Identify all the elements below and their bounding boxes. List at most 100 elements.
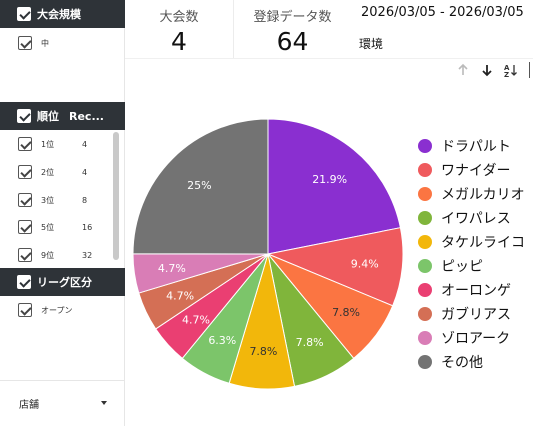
header-divider xyxy=(125,58,533,59)
pie-slice-label: 9.4% xyxy=(351,258,379,271)
legend-item[interactable]: ピッピ xyxy=(418,254,525,278)
pie-slice-label: 21.9% xyxy=(312,173,347,186)
legend-item[interactable]: ゾロアーク xyxy=(418,326,525,350)
legend-label: オーロンゲ xyxy=(441,283,511,299)
kpi-label: 登録データ数 xyxy=(253,10,332,25)
legend-swatch xyxy=(418,211,432,225)
legend-swatch xyxy=(418,331,432,345)
legend-item[interactable]: ガブリアス xyxy=(418,302,525,326)
arrow-up-icon[interactable] xyxy=(456,62,470,78)
legend-item[interactable]: ワナイダー xyxy=(418,158,525,182)
filter-option-label: 5位 xyxy=(41,222,55,232)
filter-option-row[interactable]: 9位 32 xyxy=(0,241,112,269)
select-all-checkbox[interactable] xyxy=(17,275,31,289)
filter-option-row[interactable]: 3位 8 xyxy=(0,186,112,214)
filter-option-label: 2位 xyxy=(41,167,55,177)
filter-title: 順位 xyxy=(37,110,59,123)
legend-label: ワナイダー xyxy=(441,163,511,179)
pie-slice-label: 4.7% xyxy=(166,289,194,302)
sort-az-icon[interactable]: A Z xyxy=(503,62,519,78)
legend-swatch xyxy=(418,139,432,153)
filter-option-count: 4 xyxy=(82,167,88,177)
legend-item[interactable]: その他 xyxy=(418,350,525,374)
filter-option-count: 4 xyxy=(82,139,88,149)
store-dropdown-label: 店舗 xyxy=(19,400,39,411)
checkbox[interactable] xyxy=(18,220,32,234)
svg-text:Z: Z xyxy=(504,71,509,78)
checkbox[interactable] xyxy=(18,303,32,317)
filter-option-label: 中 xyxy=(41,38,49,48)
filter-header-tournament-size[interactable]: 大会規模 xyxy=(0,0,125,28)
pie-slice-label: 25% xyxy=(187,179,211,192)
legend-label: タケルライコ xyxy=(441,235,525,251)
legend-label: ピッピ xyxy=(441,259,483,275)
legend-item[interactable]: オーロンゲ xyxy=(418,278,525,302)
legend-item[interactable]: メガルカリオ xyxy=(418,182,525,206)
legend-label: メガルカリオ xyxy=(441,187,525,203)
legend-swatch xyxy=(418,307,432,321)
filter-option-label: 3位 xyxy=(41,195,55,205)
caret-down-icon xyxy=(101,401,107,405)
kpi-label: 大会数 xyxy=(159,10,199,25)
filter-option-label: 9位 xyxy=(41,250,55,260)
filter-option-count: 32 xyxy=(82,250,93,260)
legend-swatch xyxy=(418,283,432,297)
filter-option-label: 1位 xyxy=(41,139,55,149)
legend-item[interactable]: タケルライコ xyxy=(418,230,525,254)
pie-slice-1[interactable] xyxy=(266,227,404,307)
filter-title: リーグ区分 xyxy=(37,276,92,289)
checkbox[interactable] xyxy=(18,193,32,207)
filter-scrollbar[interactable] xyxy=(113,132,119,260)
select-all-checkbox[interactable] xyxy=(17,109,31,123)
pie-slice-label: 7.8% xyxy=(296,336,324,349)
checkbox[interactable] xyxy=(18,165,32,179)
filter-sidebar: 大会規模 中 順位 Rec... 1位 4 2位 4 3位 8 5位 16 9位… xyxy=(0,0,125,426)
select-all-checkbox[interactable] xyxy=(17,7,31,21)
environment-label: 環境 xyxy=(359,37,384,51)
store-dropdown[interactable]: 店舗 xyxy=(0,380,125,426)
kpi-value: 4 xyxy=(171,27,187,56)
records-column-header[interactable]: Rec... xyxy=(69,109,104,123)
svg-text:A: A xyxy=(504,64,510,72)
date-range-picker[interactable]: 2026/03/05 - 2026/03/05 xyxy=(361,5,524,20)
filter-option-row[interactable]: オープン xyxy=(0,296,112,324)
legend-item[interactable]: イワパレス xyxy=(418,206,525,230)
legend-swatch xyxy=(418,355,432,369)
kpi-record-count: 登録データ数 64 xyxy=(233,0,351,58)
arrow-down-icon[interactable] xyxy=(480,62,494,78)
checkbox[interactable] xyxy=(18,36,32,50)
pie-slice-9[interactable] xyxy=(132,118,269,255)
pie-slice-label: 4.7% xyxy=(158,262,186,275)
filter-title: 大会規模 xyxy=(37,8,81,21)
filter-header-rank[interactable]: 順位 Rec... xyxy=(0,102,125,130)
legend-label: イワパレス xyxy=(441,211,511,227)
pie-slice-label: 4.7% xyxy=(182,313,210,326)
pie-slice-label: 7.8% xyxy=(249,345,277,358)
filter-option-count: 8 xyxy=(82,195,88,205)
pie-slice-0[interactable] xyxy=(267,118,401,255)
legend-swatch xyxy=(418,163,432,177)
filter-option-row[interactable]: 2位 4 xyxy=(0,158,112,186)
legend-label: ガブリアス xyxy=(441,307,511,323)
kpi-tournament-count: 大会数 4 xyxy=(125,0,233,58)
checkbox[interactable] xyxy=(18,137,32,151)
legend-swatch xyxy=(418,235,432,249)
filter-option-row[interactable]: 中 xyxy=(0,29,112,57)
legend-item[interactable]: ドラパルト xyxy=(418,134,525,158)
chart-legend: ドラパルトワナイダーメガルカリオ イワパレスタケルライコ ピッピオーロンゲガブリアス… xyxy=(418,134,525,374)
filter-option-row[interactable]: 5位 16 xyxy=(0,213,112,241)
checkbox[interactable] xyxy=(18,248,32,262)
filter-option-count: 16 xyxy=(82,222,93,232)
legend-label: ゾロアーク xyxy=(441,331,511,347)
legend-label: ドラパルト xyxy=(441,139,511,155)
legend-swatch xyxy=(418,259,432,273)
legend-swatch xyxy=(418,187,432,201)
pie-slice-label: 7.8% xyxy=(332,306,360,319)
kpi-value: 64 xyxy=(276,27,309,56)
pie-slice-label: 6.3% xyxy=(208,334,236,347)
filter-option-row[interactable]: 1位 4 xyxy=(0,130,112,158)
filter-header-league[interactable]: リーグ区分 xyxy=(0,268,125,296)
legend-label: その他 xyxy=(441,355,483,371)
filter-option-label: オープン xyxy=(41,305,73,315)
